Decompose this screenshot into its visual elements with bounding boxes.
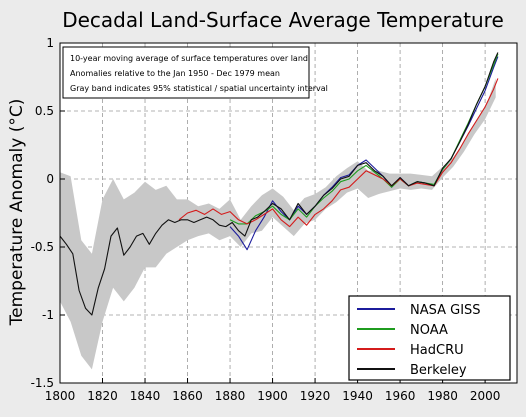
y-tick-label: 0.5 bbox=[35, 104, 54, 118]
y-tick-label: -1.5 bbox=[31, 376, 54, 390]
uncertainty-band-area bbox=[60, 78, 496, 370]
annotation-box: 10-year moving average of surface temper… bbox=[62, 46, 328, 99]
x-tick-label: 1860 bbox=[172, 389, 203, 403]
x-tick-label: 1940 bbox=[342, 389, 373, 403]
y-tick-label: 1 bbox=[46, 36, 54, 50]
uncertainty-band bbox=[60, 78, 496, 370]
legend-label: Berkeley bbox=[410, 363, 467, 378]
x-tick-label: 1980 bbox=[427, 389, 458, 403]
legend-label: NOAA bbox=[410, 323, 448, 338]
series-line-hadcru bbox=[178, 78, 499, 228]
legend: NASA GISS NOAA HadCRU Berkeley bbox=[348, 295, 511, 381]
y-tick-label: -1 bbox=[42, 308, 54, 322]
legend-label: NASA GISS bbox=[410, 303, 481, 318]
chart-title: Decadal Land-Surface Average Temperature bbox=[62, 8, 504, 32]
y-tick-label: 0 bbox=[46, 172, 54, 186]
x-axis: 1800 1820 1840 1860 1880 1900 1920 1940 1960 1980… bbox=[45, 378, 501, 403]
annotation-frame bbox=[62, 46, 310, 99]
annotation-line-3: Gray band indicates 95% statistical / sp… bbox=[70, 84, 328, 93]
series-lines bbox=[59, 52, 499, 316]
x-tick-label: 1840 bbox=[130, 389, 161, 403]
x-tick-label: 1820 bbox=[87, 389, 118, 403]
legend-label: HadCRU bbox=[410, 343, 464, 358]
annotation-line-2: Anomalies relative to the Jan 1950 - Dec… bbox=[70, 69, 280, 78]
x-tick-label: 1900 bbox=[257, 389, 288, 403]
x-tick-label: 1880 bbox=[215, 389, 246, 403]
x-tick-label: 2000 bbox=[470, 389, 501, 403]
x-tick-label: 1960 bbox=[385, 389, 416, 403]
y-axis: 1 0.5 0 -0.5 -1 -1.5 bbox=[31, 36, 65, 390]
annotation-line-1: 10-year moving average of surface temper… bbox=[70, 54, 308, 63]
y-tick-label: -0.5 bbox=[31, 240, 54, 254]
plot-frame bbox=[59, 42, 518, 384]
x-tick-label: 1920 bbox=[300, 389, 331, 403]
y-axis-label: Temperature Anomaly (°C) bbox=[7, 99, 27, 327]
series-line-berkeley bbox=[59, 52, 499, 316]
x-tick-label: 1800 bbox=[45, 389, 76, 403]
